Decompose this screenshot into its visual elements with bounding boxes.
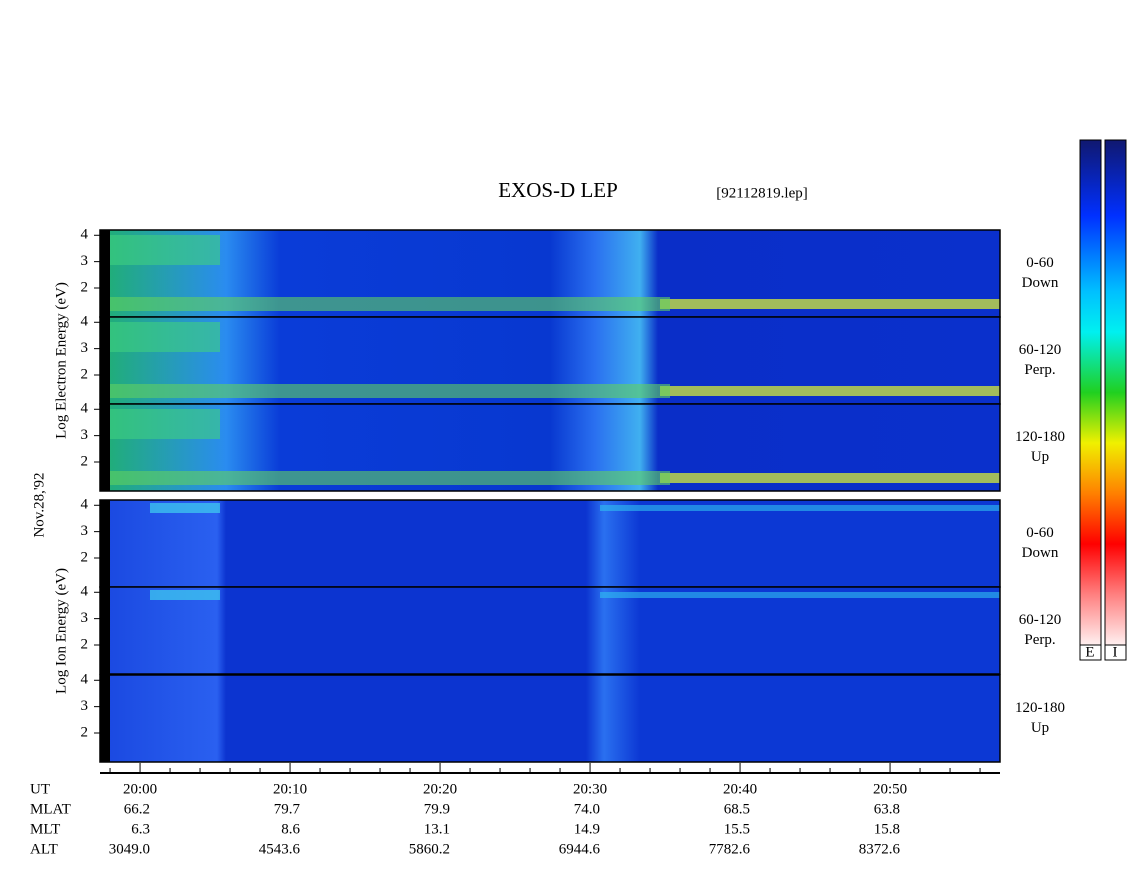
y-tick-label: 4 [81, 584, 89, 600]
data-gap [100, 317, 110, 404]
date-label: Nov.28,'92 [31, 472, 47, 537]
colorbar [1079, 139, 1102, 646]
ion-band [600, 592, 1000, 598]
low-energy-band [660, 473, 1000, 483]
low-energy-band [110, 384, 670, 398]
title: EXOS-D LEP [498, 178, 618, 202]
y-tick-label: 2 [81, 279, 89, 295]
y-tick-label: 3 [81, 610, 89, 626]
panel-frame [99, 403, 1001, 492]
y-tick-label: 4 [81, 401, 89, 417]
orbit-value: 74.0 [574, 801, 600, 817]
y-tick-label: 3 [81, 698, 89, 714]
panel-frame [99, 674, 1001, 763]
y-tick-label: 2 [81, 366, 89, 382]
orbit-value: 15.8 [874, 821, 900, 837]
y-tick-label: 2 [81, 724, 89, 740]
channel-label: 120-180 [1015, 700, 1065, 716]
y-tick-label: 4 [81, 227, 89, 243]
orbit-value: 4543.6 [259, 841, 301, 857]
y-axis-label: Log Electron Energy (eV) [53, 282, 69, 439]
y-tick-label: 2 [81, 453, 89, 469]
colorbar [1104, 139, 1127, 646]
channel-label: 0-60 [1026, 525, 1054, 541]
y-tick-label: 2 [81, 636, 89, 652]
channel-label: 120-180 [1015, 429, 1065, 445]
orbit-row-label: MLT [30, 821, 60, 837]
x-tick-label: 20:30 [573, 781, 607, 797]
y-tick-label: 4 [81, 672, 89, 688]
y-tick-label: 4 [81, 314, 89, 330]
y-tick-label: 3 [81, 523, 89, 539]
orbit-value: 15.5 [724, 821, 750, 837]
orbit-value: 66.2 [124, 801, 150, 817]
early-flux [110, 409, 220, 439]
channel-direction: Down [1022, 545, 1059, 561]
orbit-value: 6944.6 [559, 841, 601, 857]
orbit-value: 7782.6 [709, 841, 751, 857]
channel-label: 0-60 [1026, 255, 1054, 271]
file-name: [92112819.lep] [716, 185, 808, 201]
y-axis-label: Log Ion Energy (eV) [53, 568, 69, 694]
orbit-row-label: ALT [30, 841, 58, 857]
x-tick-label: 20:20 [423, 781, 457, 797]
orbit-value: 5860.2 [409, 841, 450, 857]
low-energy-band [110, 297, 670, 311]
channel-direction: Perp. [1024, 632, 1055, 648]
early-flux [110, 322, 220, 352]
low-energy-band [660, 299, 1000, 309]
channel-direction: Down [1022, 275, 1059, 291]
data-gap [100, 587, 110, 674]
channel-direction: Perp. [1024, 362, 1055, 378]
low-energy-band [660, 386, 1000, 396]
orbit-value: 14.9 [574, 821, 600, 837]
spectrogram-panel [100, 675, 1000, 762]
y-tick-label: 4 [81, 497, 89, 513]
x-tick-label: 20:10 [273, 781, 307, 797]
channel-label: 60-120 [1019, 612, 1062, 628]
colorbar-box [1104, 644, 1127, 661]
orbit-value: 68.5 [724, 801, 750, 817]
orbit-value: 79.9 [424, 801, 450, 817]
y-tick-label: 3 [81, 340, 89, 356]
x-tick-label: 20:00 [123, 781, 157, 797]
data-gap [100, 230, 110, 317]
orbit-value: 8.6 [281, 821, 300, 837]
low-energy-band [110, 471, 670, 485]
colorbar-label: E [1085, 644, 1094, 660]
panel-frame [99, 586, 1001, 675]
colorbar-label: I [1113, 644, 1118, 660]
x-tick-label: 20:40 [723, 781, 757, 797]
ion-band [150, 590, 220, 600]
channel-label: 60-120 [1019, 342, 1062, 358]
data-gap [100, 675, 110, 762]
orbit-value: 13.1 [424, 821, 450, 837]
y-tick-label: 3 [81, 253, 89, 269]
ion-band [150, 503, 220, 513]
data-gap [100, 404, 110, 491]
y-tick-label: 2 [81, 549, 89, 565]
y-tick-label: 3 [81, 427, 89, 443]
orbit-value: 6.3 [131, 821, 150, 837]
colorbar-box [1079, 644, 1102, 661]
ion-band [600, 505, 1000, 511]
orbit-row-label: MLAT [30, 801, 71, 817]
orbit-value: 79.7 [274, 801, 301, 817]
orbit-value: 63.8 [874, 801, 900, 817]
orbit-row-label: UT [30, 781, 50, 797]
channel-direction: Up [1031, 720, 1049, 736]
x-tick-label: 20:50 [873, 781, 907, 797]
spectrogram-panel [100, 587, 1000, 674]
data-gap [100, 500, 110, 587]
orbit-value: 8372.6 [859, 841, 901, 857]
spectrogram-panel [100, 500, 1000, 587]
channel-direction: Up [1031, 449, 1049, 465]
orbit-value: 3049.0 [109, 841, 150, 857]
early-flux [110, 235, 220, 265]
